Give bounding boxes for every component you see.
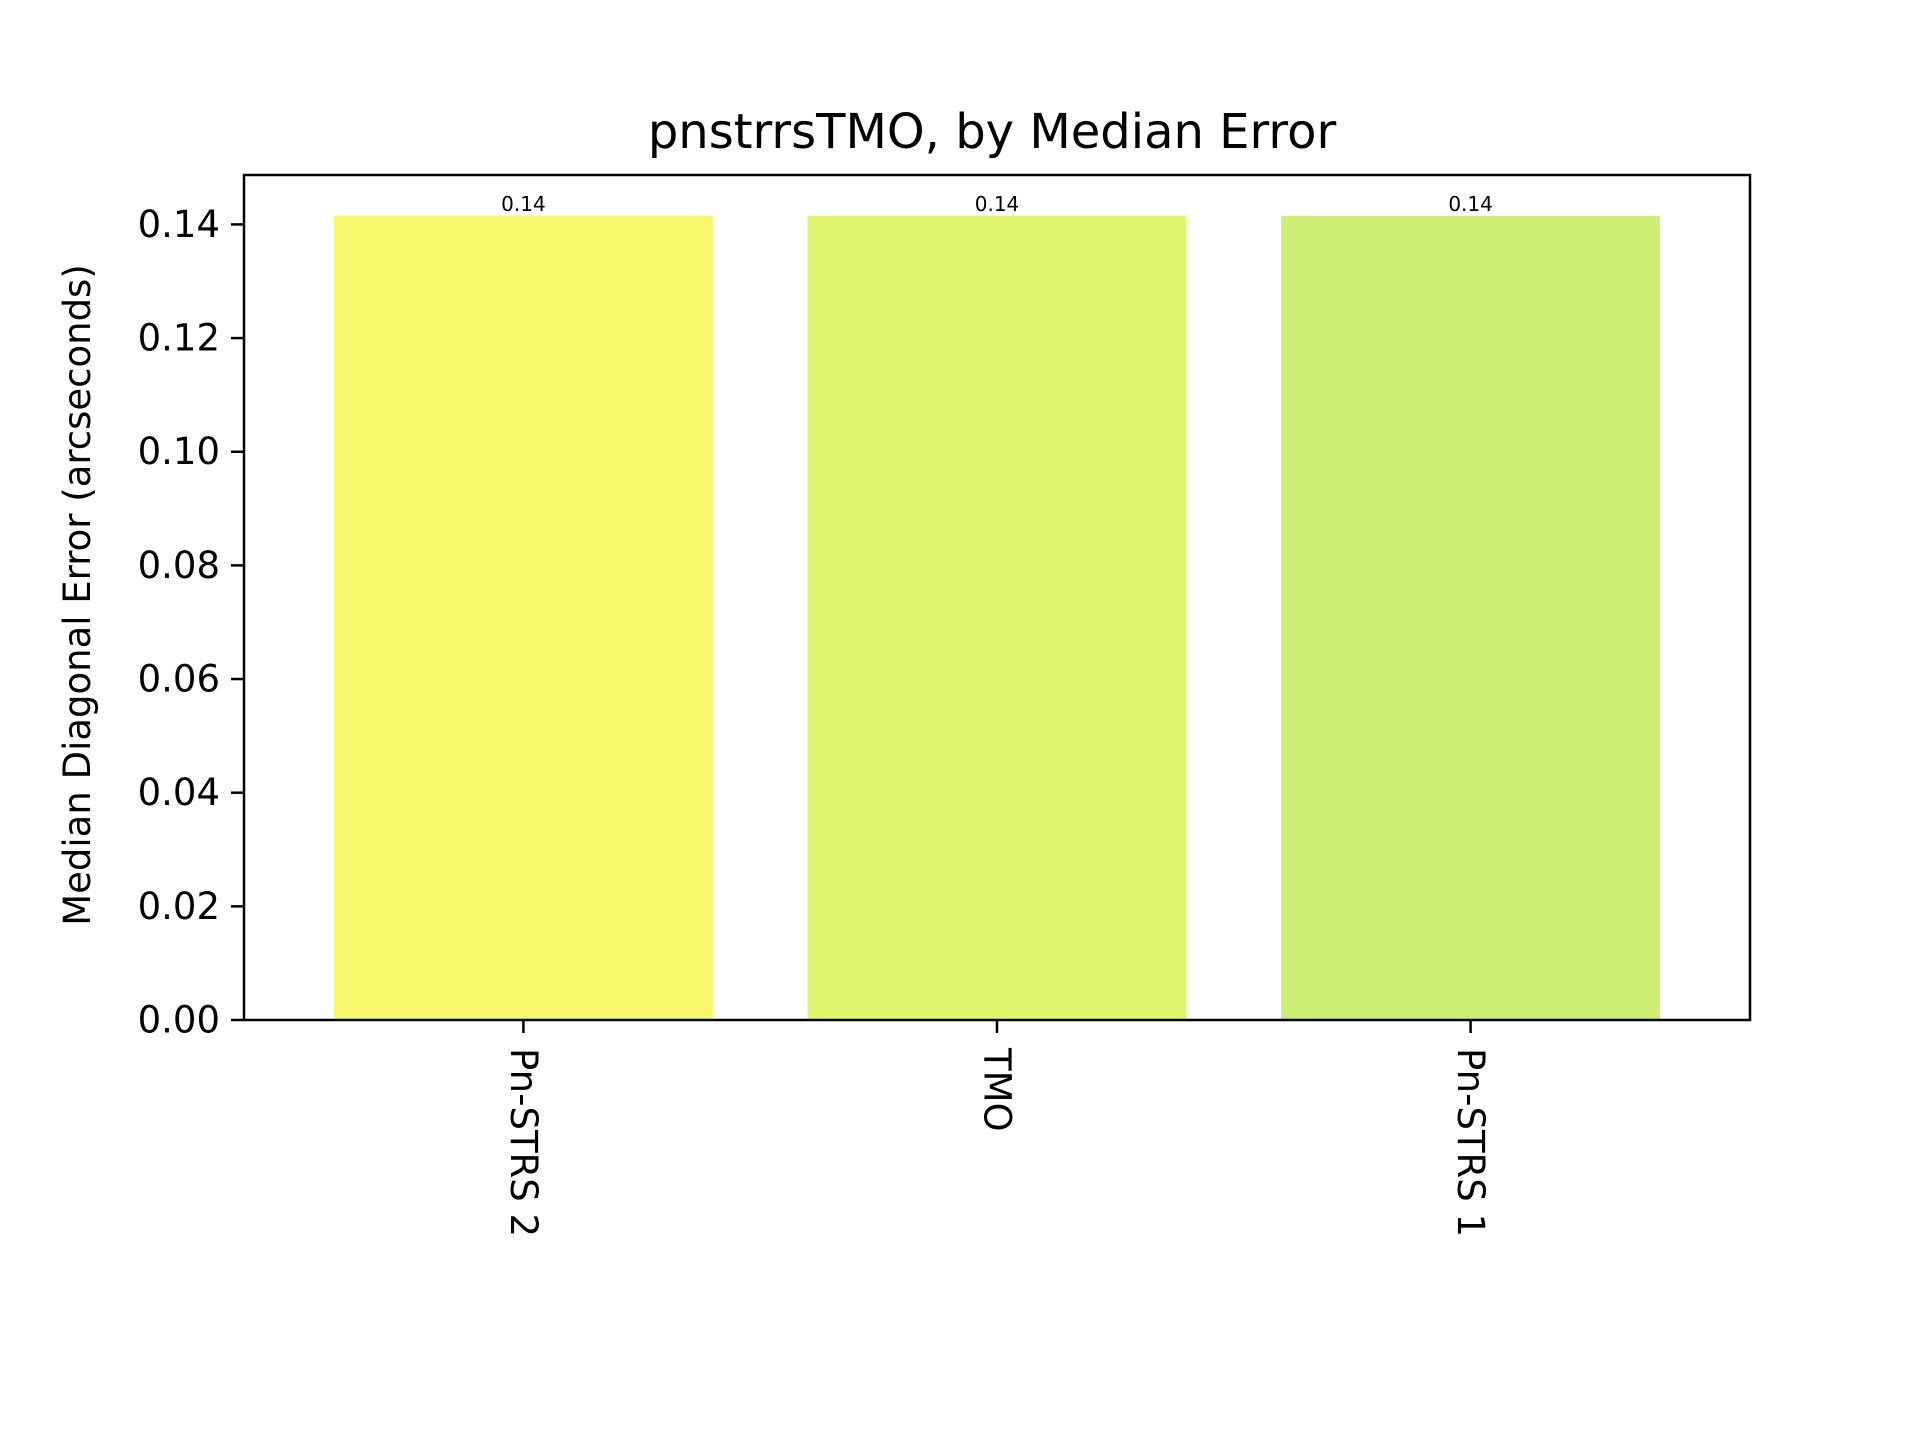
bar-pn-strs-2 — [333, 215, 713, 1020]
x-tick-label: Pn-STRS 1 — [1449, 1048, 1492, 1237]
bar-labels-layer: 0.14 0.14 0.14 — [501, 192, 1493, 216]
y-tick-label: 0.08 — [138, 544, 220, 587]
y-tick-label: 0.06 — [138, 658, 220, 701]
x-axis: Pn-STRS 2 TMO Pn-STRS 1 — [502, 1020, 1492, 1237]
y-tick-label: 0.04 — [138, 771, 220, 814]
bar-value-label: 0.14 — [1448, 192, 1493, 216]
y-tick-label: 0.10 — [138, 430, 220, 473]
bars-layer — [333, 215, 1661, 1020]
x-tick-label: TMO — [976, 1047, 1019, 1132]
y-tick-label: 0.02 — [138, 885, 220, 928]
bar-pn-strs-1 — [1281, 215, 1661, 1020]
bar-tmo — [807, 215, 1187, 1020]
chart-title: pnstrrsTMO, by Median Error — [648, 104, 1337, 160]
y-axis-label: Median Diagonal Error (arcseconds) — [56, 264, 99, 926]
y-tick-label: 0.00 — [138, 999, 220, 1042]
y-tick-label: 0.12 — [138, 317, 220, 360]
x-tick-label: Pn-STRS 2 — [502, 1048, 545, 1237]
y-tick-label: 0.14 — [138, 203, 220, 246]
bar-value-label: 0.14 — [501, 192, 546, 216]
bar-value-label: 0.14 — [975, 192, 1020, 216]
y-axis: 0.00 0.02 0.04 0.06 0.08 0.10 0.12 0.14 — [138, 203, 244, 1042]
